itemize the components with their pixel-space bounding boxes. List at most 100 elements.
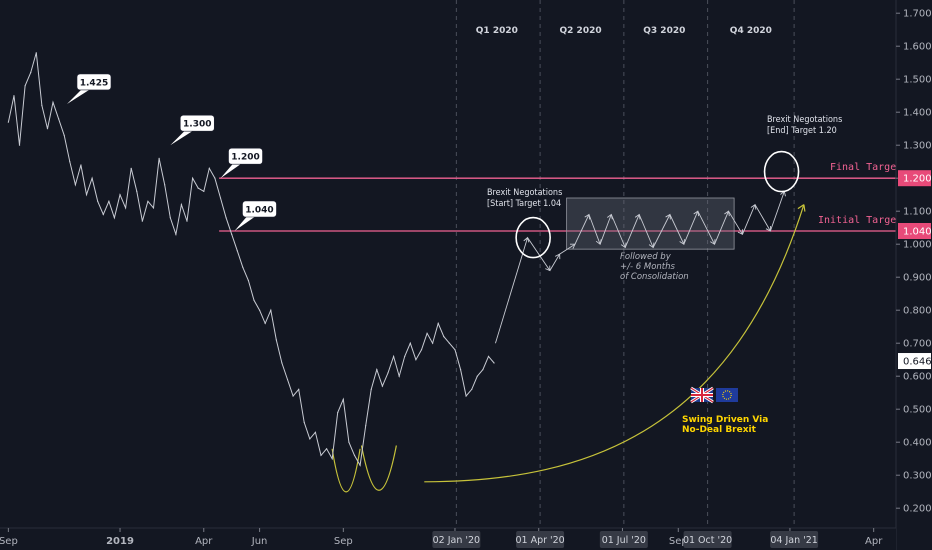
price-point-60 <box>342 398 344 400</box>
price-point-80 <box>454 349 456 351</box>
date-tag-label-0: 02 Jan '20 <box>433 535 480 546</box>
price-point-81 <box>459 369 462 371</box>
projection-arrowhead-4 <box>584 213 591 220</box>
y-tick-label-12: 1.400 <box>903 108 932 119</box>
date-tag-box-2 <box>599 531 648 548</box>
price-point-55 <box>314 431 317 433</box>
price-point-65 <box>370 388 372 390</box>
price-point-10 <box>63 134 65 136</box>
bottom-arc-left <box>331 448 361 493</box>
y-tick-label-8: 1.000 <box>903 240 932 251</box>
projection-arrowhead-14 <box>724 210 730 217</box>
price-axis[interactable]: 0.200 0.300 0.400 0.500 0.600 0.700 0.800 0.900… <box>895 0 932 550</box>
arc-marks <box>331 204 806 493</box>
price-point-12 <box>74 184 76 186</box>
projection-segment-11 <box>669 214 685 245</box>
projection-segment-1 <box>527 237 551 271</box>
callout-pointer-0 <box>66 89 89 104</box>
price-point-22 <box>130 167 132 169</box>
price-point-29 <box>169 217 171 219</box>
price-point-78 <box>443 336 445 338</box>
date-tag-label-3: 01 Oct '20 <box>683 535 732 546</box>
price-point-69 <box>392 355 395 357</box>
price-point-87 <box>493 362 495 364</box>
quarter-label-q2: Q2 2020 <box>560 26 602 36</box>
price-point-44 <box>253 299 255 301</box>
price-line[interactable] <box>7 52 495 467</box>
swing-note-2: No-Deal Brexit <box>682 425 757 435</box>
target-price-tag-1 <box>898 223 931 239</box>
y-tick-label-3: 0.500 <box>903 405 932 416</box>
price-point-26 <box>152 207 155 209</box>
price-point-3 <box>24 85 26 87</box>
projection-segment-17 <box>754 204 771 232</box>
start-annotation-title: Brexit Negotations <box>487 188 562 198</box>
callout-box-3[interactable] <box>242 200 277 218</box>
projection-segment-18 <box>769 191 785 232</box>
price-point-32 <box>186 220 188 222</box>
y-tick-label-15: 1.700 <box>903 9 932 20</box>
vertical-dashed-lines <box>455 0 795 528</box>
projection-segment-16 <box>742 204 756 235</box>
price-point-37 <box>214 177 216 179</box>
projection-segment-5 <box>588 214 601 245</box>
callout-label-1: 1.300 <box>183 120 211 130</box>
projection-segment-6 <box>599 214 612 245</box>
price-point-68 <box>387 372 389 374</box>
swing-note-1: Swing Driven Via <box>682 415 768 425</box>
consolidation-note-1: Followed by <box>620 252 672 262</box>
quarter-label-q4: Q4 2020 <box>730 26 772 36</box>
price-point-9 <box>58 118 60 120</box>
callout-box-0[interactable] <box>76 73 112 91</box>
projection-segment-0 <box>495 237 528 344</box>
start-target-circle[interactable] <box>515 216 551 259</box>
price-point-2 <box>18 144 21 146</box>
price-point-79 <box>448 342 450 344</box>
eu-flag-icon <box>716 388 738 402</box>
y-tick-label-11: 1.300 <box>903 141 932 152</box>
projection-arrowhead-12 <box>693 210 700 217</box>
consolidation-note-3: of Consolidation <box>620 272 689 282</box>
price-point-39 <box>225 217 227 219</box>
price-point-70 <box>398 375 400 377</box>
price-point-20 <box>119 194 121 196</box>
price-point-72 <box>409 342 411 344</box>
price-point-41 <box>236 250 238 252</box>
projection-arrowhead-0 <box>523 236 530 243</box>
price-point-36 <box>208 167 210 169</box>
price-point-62 <box>353 454 356 456</box>
price-point-77 <box>437 322 439 324</box>
price-point-19 <box>113 217 116 219</box>
consolidation-note-2: +/- 6 Months <box>620 262 676 272</box>
price-point-16 <box>97 200 99 202</box>
projection-segment-4 <box>574 214 590 245</box>
x-tick-label-1: 2019 <box>106 536 134 547</box>
projection-segment-13 <box>697 210 715 245</box>
price-point-59 <box>337 411 339 414</box>
x-tick-label-10: Apr <box>865 536 883 547</box>
projection-arrowhead-7 <box>620 242 627 249</box>
target-lines <box>219 177 896 232</box>
callout-box-1[interactable] <box>179 114 215 132</box>
end-target-circle[interactable] <box>763 150 800 193</box>
target-price-tag-0 <box>898 170 931 187</box>
price-point-75 <box>426 332 428 334</box>
current-price-tag <box>898 353 931 370</box>
quarter-label-q1: Q1 2020 <box>476 26 518 36</box>
projection-path <box>495 190 786 344</box>
callout-box-2[interactable] <box>228 147 263 165</box>
price-point-15 <box>91 177 93 179</box>
price-point-52 <box>298 388 300 390</box>
y-tick-label-14: 1.600 <box>903 42 932 53</box>
price-point-66 <box>376 369 378 371</box>
price-axis-panel <box>896 0 932 550</box>
initial-target-label: Initial Target <box>818 215 902 226</box>
projection-segment-15 <box>728 210 743 235</box>
target-price-tag-label-0: 1.200 <box>903 174 932 185</box>
uk-flag-icon <box>690 386 714 404</box>
projection-segment-9 <box>638 214 654 248</box>
price-point-25 <box>147 200 149 202</box>
x-tick-label-8: Sep <box>669 536 688 547</box>
